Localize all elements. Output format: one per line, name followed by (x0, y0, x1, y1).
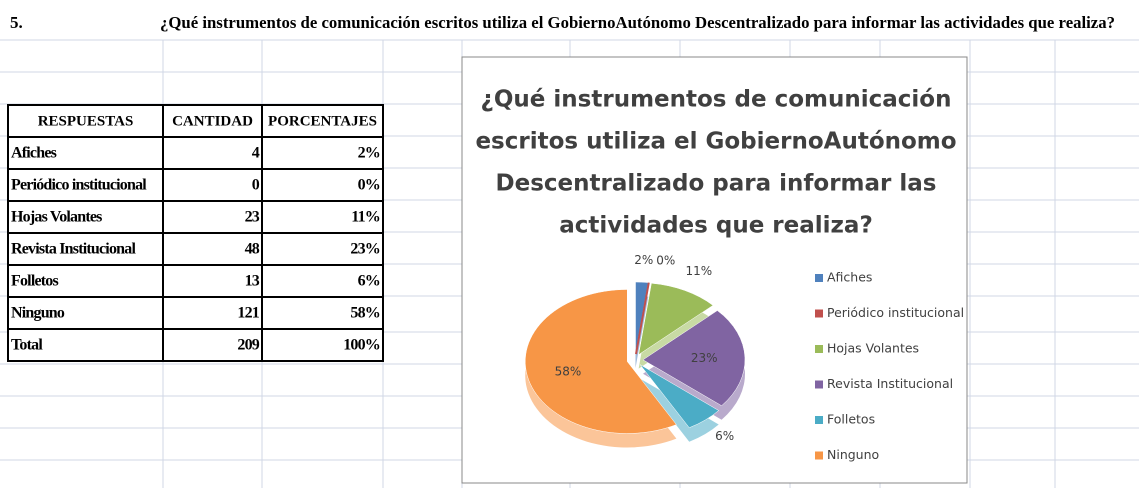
table-cell: Ninguno (11, 305, 65, 322)
legend-label: Periódico institucional (827, 305, 964, 320)
table-header: PORCENTAJES (268, 113, 377, 129)
table-cell: 13 (245, 273, 260, 290)
pie-slice (638, 282, 714, 356)
pie-slice (642, 310, 746, 407)
legend-label: Revista Institucional (827, 376, 953, 391)
table-cell: 100% (343, 337, 380, 354)
pie-slice (639, 364, 720, 429)
table-cell: 23% (350, 241, 380, 258)
table-header: RESPUESTAS (38, 113, 134, 129)
table-cell: Hojas Volantes (11, 209, 102, 226)
legend-swatch (815, 274, 823, 282)
data-label: 58% (555, 365, 582, 379)
table-cell: 48 (245, 241, 260, 258)
table-cell: Folletos (11, 273, 58, 290)
table-cell: 2% (358, 145, 380, 162)
table-cell: 0% (358, 177, 380, 194)
chart-title: escritos utiliza el GobiernoAutónomo (475, 129, 956, 155)
chart-title: ¿Qué instrumentos de comunicación (481, 87, 952, 113)
table-cell: Periódico institucional (11, 177, 147, 194)
data-label: 0% (656, 254, 675, 268)
legend-label: Hojas Volantes (827, 341, 919, 356)
data-label: 6% (715, 429, 734, 443)
table-cell: 23 (245, 209, 260, 226)
table-cell: 6% (358, 273, 380, 290)
question-text: ¿Qué instrumentos de comunicación escrit… (160, 13, 1115, 32)
data-label: 23% (691, 351, 718, 365)
pie-slice (525, 289, 677, 434)
legend-swatch (815, 451, 823, 460)
legend-swatch (815, 416, 823, 424)
table-cell: 121 (237, 305, 259, 322)
table-cell: 0 (252, 177, 260, 194)
legend-swatch (815, 345, 823, 353)
legend-label: Afiches (827, 270, 872, 285)
data-label: 11% (685, 264, 712, 278)
data-label: 2% (634, 253, 653, 267)
chart-title: actividades que realiza? (559, 213, 873, 239)
table-cell: 4 (252, 145, 260, 162)
table-cell: Afiches (11, 145, 57, 162)
table-cell: 11% (351, 209, 380, 226)
legend-label: Folletos (827, 412, 875, 427)
table-cell: Total (11, 337, 43, 354)
table-cell: 209 (237, 337, 259, 354)
pie-chart: ¿Qué instrumentos de comunicación escrito… (475, 87, 964, 463)
chart-frame (461, 56, 968, 484)
chart-title: Descentralizado para informar las (496, 171, 937, 197)
legend-label: Ninguno (827, 447, 879, 462)
table-cell: Revista Institucional (11, 241, 136, 258)
data-table: RESPUESTAS CANTIDAD PORCENTAJES Afiches 4 2% P… (7, 104, 384, 362)
legend-swatch (815, 309, 823, 318)
table-cell: 58% (350, 305, 380, 322)
legend-swatch (815, 380, 823, 389)
table-header: CANTIDAD (172, 113, 253, 129)
question-number: 5. (10, 13, 23, 32)
